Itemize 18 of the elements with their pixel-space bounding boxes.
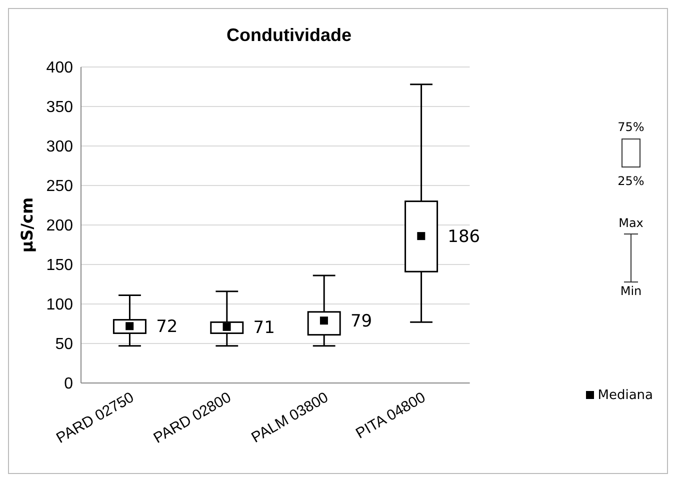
chart-title: Condutividade: [226, 25, 352, 46]
data-label: 186: [448, 227, 480, 248]
y-tick-label: 100: [46, 296, 74, 314]
y-tick-label: 50: [55, 336, 74, 354]
y-tick-label: 250: [46, 178, 74, 196]
data-label: 79: [350, 312, 372, 332]
y-tick-label: 300: [46, 138, 74, 156]
y-tick-label: 150: [46, 257, 74, 274]
y-tick-label: 400: [46, 60, 74, 77]
data-label: 71: [253, 318, 275, 338]
legend-label: Mediana: [598, 388, 653, 403]
point: [417, 232, 426, 240]
data-label: 72: [156, 317, 178, 338]
y-axis-title: µS/cm: [18, 197, 37, 253]
box-legend-key: 75% 25% Max Min: [601, 117, 661, 297]
y-tick-label: 0: [64, 376, 74, 393]
y-tick-label: 200: [46, 218, 74, 235]
y-tick-label: 350: [46, 99, 74, 116]
